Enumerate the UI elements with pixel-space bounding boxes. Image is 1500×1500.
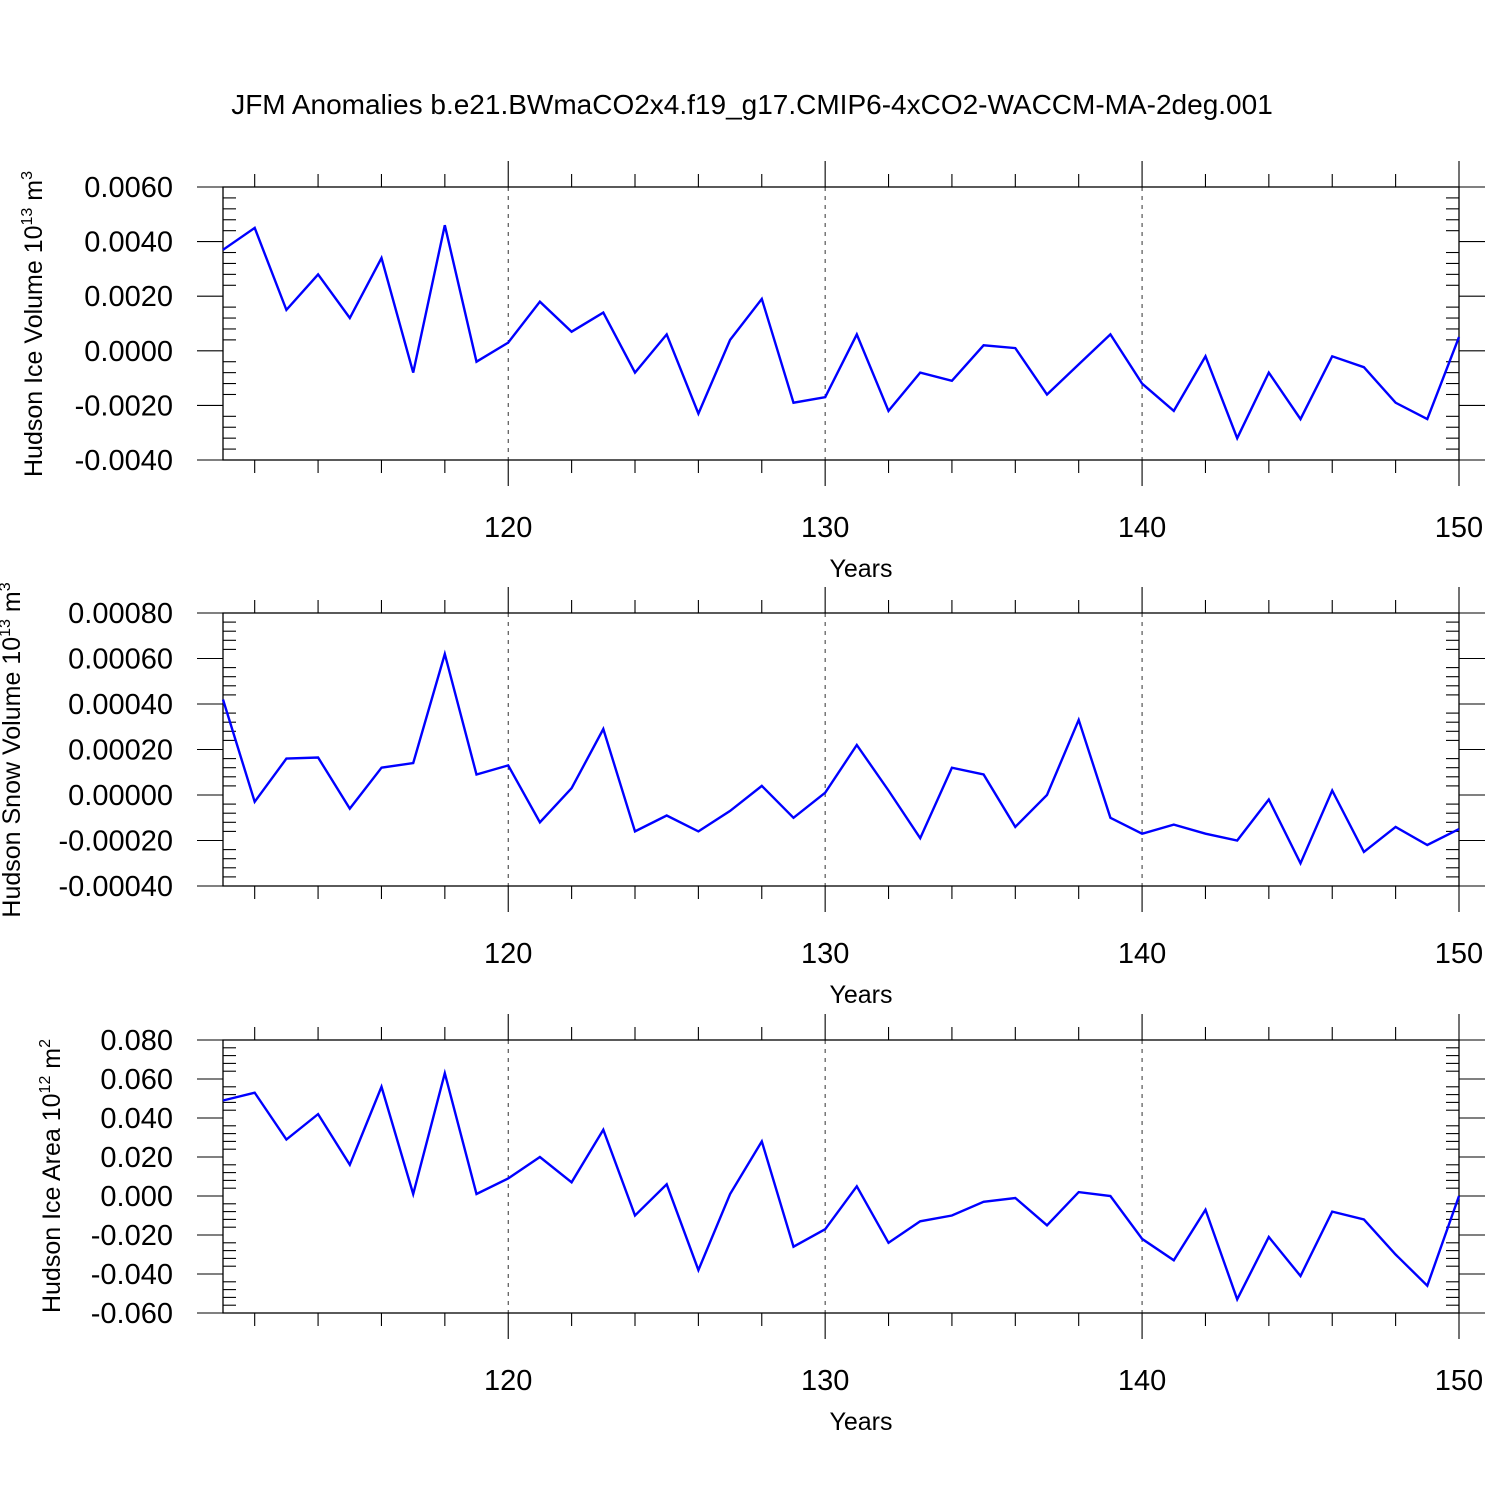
panel-2: -0.00040 -0.00020 0.00000 0.00020 0.00040 0.0… xyxy=(0,582,1485,1009)
y-tick-label: -0.0020 xyxy=(75,390,173,422)
y-tick-label: 0.080 xyxy=(100,1025,173,1057)
x-tick-label: 120 xyxy=(484,938,532,970)
x-tick-label: 140 xyxy=(1118,512,1166,544)
y-tick-label: 0.060 xyxy=(100,1064,173,1096)
y-axis-title-unit-exponent: 3 xyxy=(19,171,36,180)
y-axis-title-unit: m xyxy=(20,180,48,208)
panel-3: -0.060 -0.040 -0.020 0.000 0.020 0.040 0.060 0.… xyxy=(37,1014,1485,1436)
y-tick-label: 0.020 xyxy=(100,1142,173,1174)
y-tick-label: -0.0040 xyxy=(75,445,173,477)
series-line xyxy=(221,649,1460,867)
x-tick-label: 130 xyxy=(801,938,849,970)
series-line xyxy=(222,224,1461,442)
plot-frame xyxy=(222,1039,1460,1314)
y-axis-title-text: Hudson Ice Area 10 xyxy=(38,1093,66,1313)
x-axis-title: Years xyxy=(829,981,892,1009)
y-axis-title: Hudson Ice Volume 1013 m3 xyxy=(19,171,48,477)
x-tick-label: 150 xyxy=(1435,938,1483,970)
plot-frame xyxy=(222,612,1460,887)
x-tick-label: 150 xyxy=(1435,1365,1483,1397)
x-axis-title: Years xyxy=(829,1408,892,1436)
plot-frame xyxy=(222,186,1460,461)
x-axis-title: Years xyxy=(829,555,892,583)
series-line xyxy=(222,1068,1461,1303)
y-tick-label: 0.0000 xyxy=(84,336,173,368)
y-tick-label: 0.00000 xyxy=(68,780,173,812)
y-axis-title: Hudson Snow Volume 1013 m3 xyxy=(0,582,26,917)
y-axis-title-exponent: 13 xyxy=(0,619,14,637)
chart-panels: -0.0040 -0.0020 0.0000 0.0020 0.0040 0.0060 12… xyxy=(0,161,1485,1436)
chart-title: JFM Anomalies b.e21.BWmaCO2x4.f19_g17.CM… xyxy=(231,89,1273,120)
x-tick-label: 150 xyxy=(1435,512,1483,544)
y-tick-label: 0.0060 xyxy=(84,172,173,204)
y-axis-title-unit-exponent: 2 xyxy=(37,1039,54,1048)
y-tick-label: 0.00020 xyxy=(68,735,173,767)
x-tick-label: 120 xyxy=(484,1365,532,1397)
y-tick-label: 0.040 xyxy=(100,1103,173,1135)
y-tick-label: 0.000 xyxy=(100,1181,173,1213)
y-tick-label: 0.0040 xyxy=(84,227,173,259)
y-axis-title-exponent: 12 xyxy=(37,1076,54,1094)
x-tick-label: 140 xyxy=(1118,1365,1166,1397)
y-tick-label: 0.0020 xyxy=(84,281,173,313)
y-tick-label: 0.00080 xyxy=(68,598,173,630)
y-tick-label: -0.040 xyxy=(91,1259,173,1291)
panel-1: -0.0040 -0.0020 0.0000 0.0020 0.0040 0.0060 12… xyxy=(19,161,1485,583)
y-tick-label: -0.00040 xyxy=(59,871,174,903)
y-axis-title-text: Hudson Snow Volume 10 xyxy=(0,637,26,918)
y-tick-label: -0.00020 xyxy=(59,826,174,858)
y-axis-title-unit: m xyxy=(38,1048,66,1076)
y-axis-title-text: Hudson Ice Volume 10 xyxy=(20,225,48,477)
y-tick-label: -0.060 xyxy=(91,1298,173,1330)
y-axis-title-unit: m xyxy=(0,591,26,619)
y-tick-label: 0.00060 xyxy=(68,644,173,676)
y-axis-title: Hudson Ice Area 1012 m2 xyxy=(37,1039,66,1313)
y-tick-label: 0.00040 xyxy=(68,689,173,721)
x-tick-label: 130 xyxy=(801,512,849,544)
y-tick-label: -0.020 xyxy=(91,1220,173,1252)
y-axis-title-exponent: 13 xyxy=(19,208,36,226)
x-tick-label: 130 xyxy=(801,1365,849,1397)
x-tick-label: 120 xyxy=(484,512,532,544)
y-axis-title-unit-exponent: 3 xyxy=(0,582,14,591)
x-tick-label: 140 xyxy=(1118,938,1166,970)
